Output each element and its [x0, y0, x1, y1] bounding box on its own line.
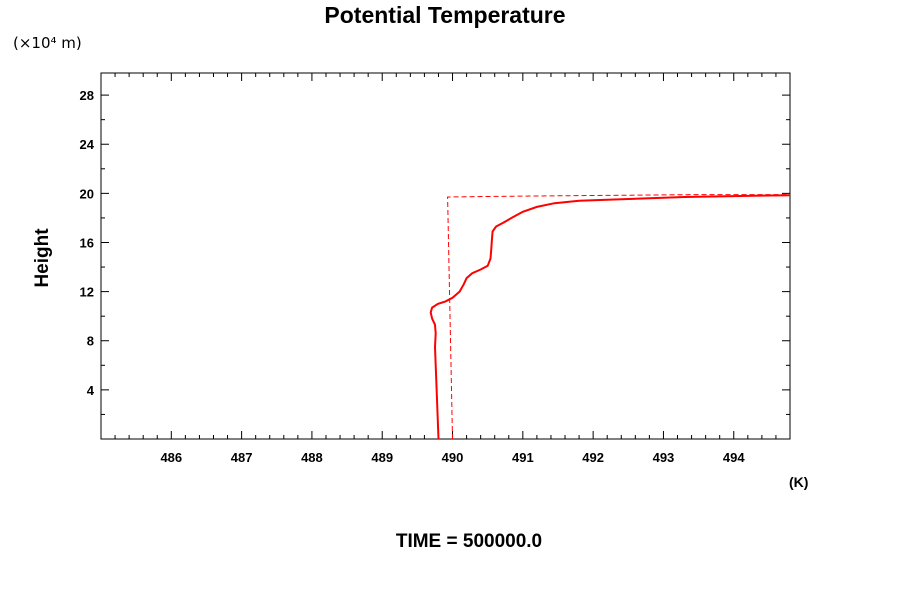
- plot-frame: [100, 72, 791, 440]
- time-label: TIME = 500000.0: [395, 531, 543, 552]
- x-tick-label: 492: [582, 450, 604, 465]
- initial-profile-line: [447, 194, 790, 440]
- potential-temperature-line: [429, 194, 791, 440]
- y-tick-label: 16: [80, 235, 94, 250]
- x-tick-label: 491: [512, 450, 534, 465]
- x-tick-label: 486: [160, 450, 182, 465]
- x-tick-label: 494: [723, 450, 745, 465]
- x-tick-label: 493: [653, 450, 675, 465]
- x-tick-label: 488: [301, 450, 323, 465]
- x-axis-unit: (K): [789, 474, 809, 490]
- y-tick-label: 8: [87, 334, 94, 349]
- x-tick-label: 490: [442, 450, 464, 465]
- x-tick-label: 489: [371, 450, 393, 465]
- y-tick-label: 28: [80, 88, 94, 103]
- x-tick-label: 487: [231, 450, 253, 465]
- y-tick-label: 24: [80, 137, 95, 152]
- y-tick-label: 20: [80, 186, 94, 201]
- y-axis-unit: (×10⁴ m): [13, 34, 82, 52]
- y-tick-label: 4: [87, 383, 95, 398]
- y-tick-label: 12: [80, 285, 94, 300]
- chart-title: Potential Temperature: [324, 2, 566, 28]
